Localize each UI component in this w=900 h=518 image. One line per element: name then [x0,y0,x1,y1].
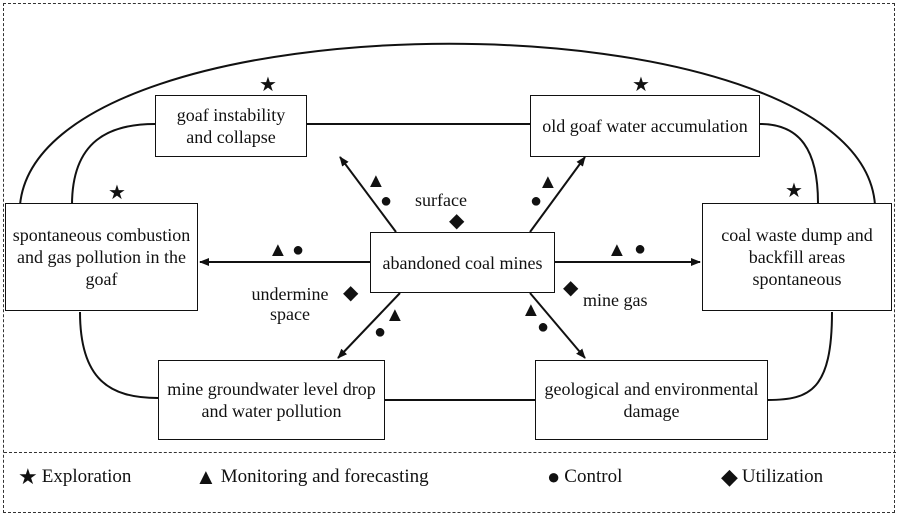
legend-label: Exploration [41,466,132,487]
diamond-icon: ◆ [343,282,359,304]
node-groundwater-drop: mine groundwater level drop and water po… [158,360,385,440]
circle-icon: ● [537,316,550,338]
node-coal-waste-dump: coal waste dump and backfill areas spont… [702,203,892,311]
triangle-icon: ▲ [538,171,558,193]
triangle-icon: ▲ [521,299,541,321]
diamond-icon: ◆ [721,464,738,489]
legend-label: Utilization [741,466,824,487]
arrow-top-left [339,156,397,233]
figure-frame [3,3,895,513]
label-undermine-space: undermine space [251,284,329,324]
triangle-icon: ▲ [385,304,405,326]
triangle-icon: ▲ [366,170,386,192]
label-surface: surface [415,190,467,210]
star-icon: ★ [785,180,803,202]
loop-top-right [759,123,819,204]
node-geological-damage: geological and environmental damage [535,360,768,440]
triangle-icon: ▲ [268,239,288,261]
circle-icon: ● [530,190,543,212]
arrow-bottom-left [337,292,401,359]
diamond-icon: ◆ [563,277,579,299]
legend-label: Monitoring and forecasting [220,466,429,487]
loop-right-bottom [767,311,833,401]
center-label: abandoned coal mines [382,252,543,273]
loop-left-top [71,123,156,206]
label-mine-gas: mine gas [583,290,648,310]
diamond-icon: ◆ [449,210,465,232]
star-icon: ★ [632,74,650,96]
triangle-icon: ▲ [607,239,627,261]
circle-icon: ● [292,239,305,261]
legend-exploration: ★ Exploration [18,464,131,490]
arrow-top-right [529,156,586,233]
circle-icon: ● [547,464,561,489]
node-goaf-instability: goaf instability and collapse [155,95,307,157]
star-icon: ★ [259,74,277,96]
legend-control: ● Control [547,464,622,490]
node-old-goaf-water: old goaf water accumulation [530,95,760,157]
node-spontaneous-combustion: spontaneous combustion and gas pollution… [5,203,198,311]
legend-utilization: ◆ Utilization [721,464,823,490]
legend-monitoring: ▲ Monitoring and forecasting [195,464,429,490]
star-icon: ★ [108,182,126,204]
node-center-abandoned-mines: abandoned coal mines [370,232,555,293]
circle-icon: ● [634,238,647,260]
star-icon: ★ [18,464,38,489]
triangle-icon: ▲ [195,464,217,489]
circle-icon: ● [380,190,393,212]
arrow-bottom-right [529,292,586,359]
legend-label: Control [564,466,623,487]
circle-icon: ● [374,321,387,343]
legend-divider [4,452,896,453]
loop-left-bottom [79,311,159,399]
outer-loop-curve [19,42,876,206]
